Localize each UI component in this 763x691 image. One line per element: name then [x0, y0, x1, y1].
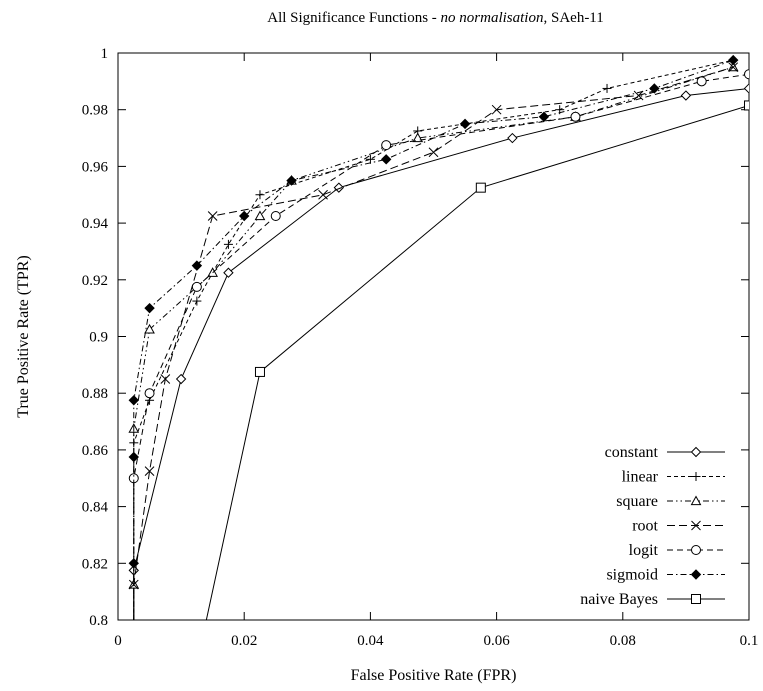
- x-tick-label: 0.04: [357, 633, 384, 649]
- data-point: [649, 83, 660, 94]
- data-point: [318, 189, 328, 200]
- legend-marker: [690, 495, 702, 506]
- data-point: [270, 211, 281, 222]
- data-point: [191, 281, 202, 292]
- legend-label: root: [632, 518, 658, 535]
- y-axis-label: True Positive Rate (TPR): [15, 255, 32, 418]
- x-axis-label: False Positive Rate (FPR): [351, 667, 517, 684]
- series-naive-bayes: [205, 100, 749, 620]
- legend-label: naive Bayes: [580, 591, 658, 608]
- chart-title-part: no normalisation: [441, 10, 544, 26]
- data-point: [680, 90, 692, 101]
- x-tick-label: 0.08: [610, 633, 636, 649]
- y-tick-label: 0.98: [82, 103, 108, 119]
- series-sigmoid: [128, 54, 739, 620]
- y-tick-label: 0.96: [82, 159, 109, 175]
- x-tick-label: 0: [114, 633, 122, 649]
- data-point: [191, 260, 203, 271]
- data-point: [144, 388, 155, 399]
- series-line: [133, 87, 749, 620]
- data-point: [459, 118, 471, 130]
- data-point: [475, 182, 486, 193]
- data-point: [223, 239, 233, 249]
- data-point: [144, 323, 155, 334]
- data-point: [696, 76, 707, 87]
- data-point: [507, 132, 518, 144]
- series-line: [205, 104, 749, 620]
- data-point: [128, 395, 139, 406]
- legend-label: sigmoid: [606, 567, 658, 584]
- x-tick-label: 0.06: [483, 633, 510, 649]
- legend-item: root: [632, 518, 725, 535]
- series-line: [133, 66, 734, 620]
- y-tick-label: 0.86: [82, 443, 109, 459]
- data-point: [144, 302, 155, 314]
- data-point: [428, 147, 439, 158]
- data-point: [223, 267, 234, 278]
- y-tick-label: 0.84: [82, 500, 109, 516]
- legend-item: constant: [605, 444, 725, 461]
- legend-marker: [691, 594, 701, 604]
- series-line: [133, 66, 734, 620]
- legend-item: linear: [622, 469, 725, 486]
- data-point: [380, 154, 392, 165]
- data-point: [570, 111, 581, 122]
- legend-marker: [690, 569, 702, 580]
- data-point: [238, 210, 250, 222]
- series-constant: [128, 83, 749, 620]
- chart-title-part: All Significance Functions -: [267, 10, 440, 26]
- data-point: [633, 90, 644, 101]
- y-tick-label: 0.94: [82, 216, 109, 232]
- data-point: [192, 296, 202, 306]
- y-tick-label: 0.8: [89, 613, 108, 629]
- legend-item: sigmoid: [606, 567, 725, 584]
- data-point: [128, 558, 139, 569]
- series-logit: [128, 69, 749, 620]
- legend-label: square: [616, 493, 658, 510]
- data-point: [128, 451, 139, 463]
- y-tick-label: 0.9: [89, 330, 108, 346]
- data-point: [743, 83, 749, 94]
- data-point: [144, 466, 155, 477]
- data-point: [255, 190, 265, 200]
- data-point: [744, 69, 749, 80]
- data-point: [728, 62, 739, 73]
- legend-label: linear: [622, 469, 659, 486]
- legend-marker: [691, 520, 701, 531]
- data-point: [254, 210, 266, 221]
- data-point: [728, 54, 739, 66]
- legend-marker: [691, 545, 701, 555]
- y-tick-label: 0.88: [82, 386, 108, 402]
- data-point: [254, 366, 265, 377]
- data-point: [538, 111, 550, 122]
- legend-marker: [690, 446, 702, 458]
- y-tick-label: 0.92: [82, 273, 108, 289]
- legend-label: constant: [605, 444, 659, 461]
- data-point: [491, 104, 502, 115]
- chart-title-part: , SAeh-11: [543, 10, 603, 26]
- x-tick-label: 0.02: [231, 633, 257, 649]
- y-tick-label: 1: [101, 46, 109, 62]
- x-tick-label: 0.1: [740, 633, 759, 649]
- data-point: [381, 140, 392, 151]
- data-point: [160, 374, 171, 384]
- y-tick-label: 0.82: [82, 556, 108, 572]
- legend-item: naive Bayes: [580, 591, 725, 608]
- series-root: [128, 62, 739, 620]
- legend-item: logit: [629, 542, 725, 559]
- legend-label: logit: [629, 542, 659, 559]
- data-point: [365, 154, 375, 164]
- data-point: [175, 373, 187, 385]
- data-point: [602, 83, 612, 93]
- legend-item: square: [616, 493, 725, 510]
- data-point: [744, 100, 749, 111]
- data-point: [286, 175, 297, 186]
- chart-title: All Significance Functions - no normalis…: [267, 10, 604, 26]
- legend-marker: [691, 472, 701, 481]
- data-point: [207, 211, 218, 221]
